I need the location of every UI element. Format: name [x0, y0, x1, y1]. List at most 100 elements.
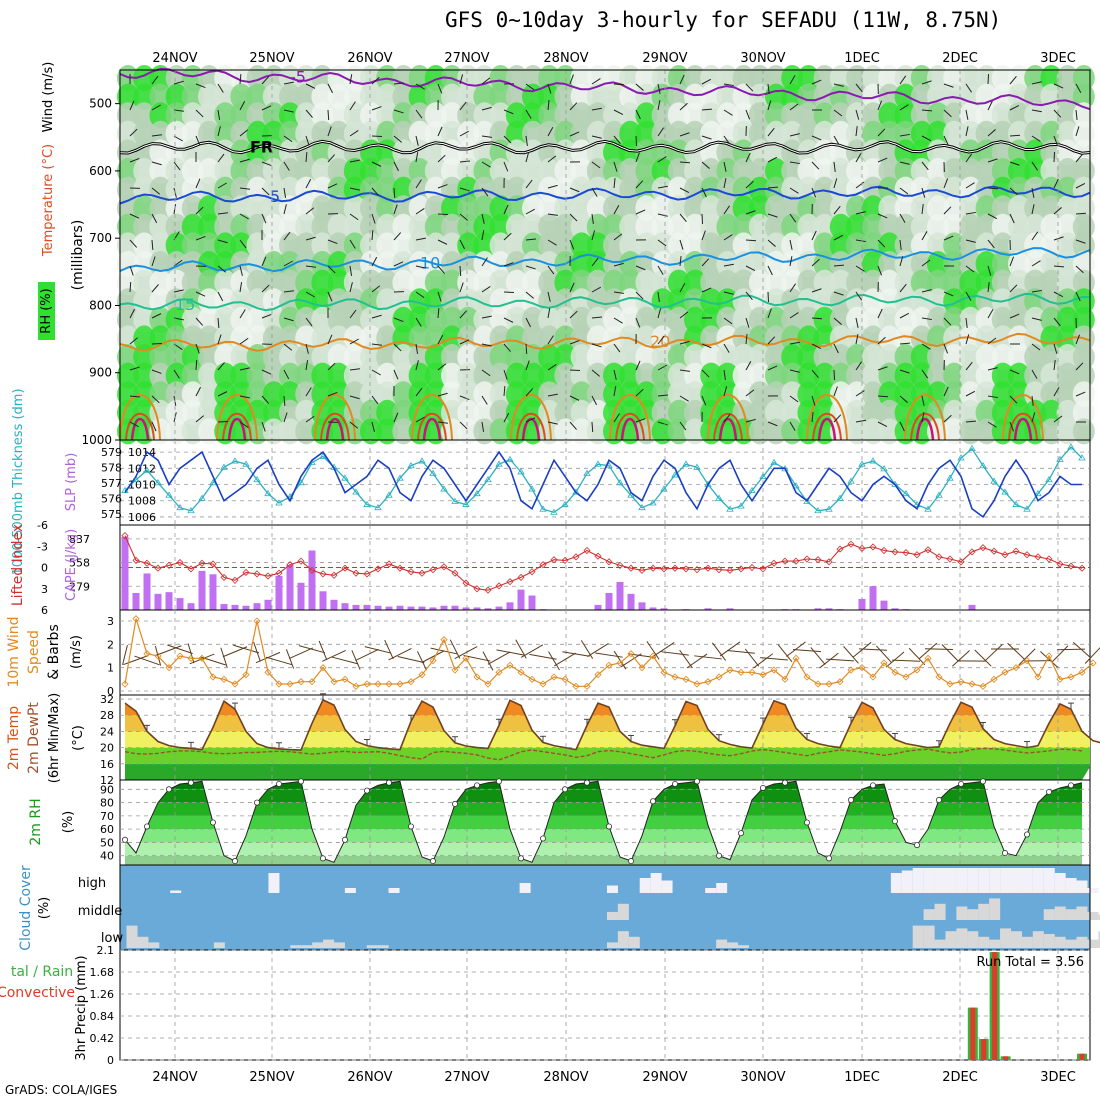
- wind-barb-10m: [859, 649, 887, 650]
- pressure-tick-label: 700: [89, 231, 112, 245]
- wind-barb: [1076, 213, 1086, 214]
- cloud-bar-high: [902, 871, 913, 894]
- wind-barb-10m: [942, 644, 958, 660]
- date-label-top: 28NOV: [543, 51, 588, 66]
- wind-barb-10m: [123, 645, 128, 665]
- thickness-tick-label: 576: [101, 492, 122, 505]
- wind-barb-10m: [431, 648, 458, 654]
- wind-speed-line: [125, 619, 1093, 687]
- cloud-bar-high: [1011, 868, 1022, 893]
- cloud-bar-middle: [1087, 912, 1098, 920]
- wind-barb: [1054, 152, 1055, 162]
- wind-barb-10m: [554, 653, 575, 666]
- slp-tick-label: 1014: [128, 446, 156, 459]
- wind-barb-10m: [332, 657, 358, 664]
- cloud-bar-high: [389, 888, 400, 893]
- cloud-bar-high: [1066, 878, 1077, 893]
- rh-point: [738, 831, 743, 836]
- rh-band: [120, 789, 1090, 802]
- cape-bar: [155, 594, 162, 610]
- rh-point: [298, 779, 303, 784]
- rh-band: [120, 780, 1090, 789]
- cloud-bar-middle: [1077, 907, 1088, 921]
- wind-barb: [526, 344, 527, 354]
- wind-axis-label: 10m Wind: [6, 616, 22, 687]
- date-label-bottom: 2DEC: [942, 1070, 978, 1085]
- cape-bar: [639, 602, 646, 610]
- cape-bar: [353, 605, 360, 610]
- rh-point: [210, 820, 215, 825]
- rh-band: [120, 816, 1090, 829]
- pressure-tick-label: 600: [89, 164, 112, 178]
- cape-bar: [342, 603, 349, 610]
- wind-barb-10m: [562, 652, 589, 656]
- rh-point: [540, 836, 545, 841]
- cloud-axis-label: (%): [37, 897, 52, 920]
- cloud-bar-middle: [956, 907, 967, 921]
- wind-barb: [460, 266, 461, 276]
- wind-barb: [680, 162, 690, 163]
- date-label-top: 3DEC: [1040, 51, 1076, 66]
- wind-barb: [614, 84, 624, 85]
- wind-barb-10m: [266, 657, 292, 664]
- cloud-bar-high: [1077, 881, 1088, 894]
- rh-band: [120, 829, 1090, 842]
- thickness-tick-label: 575: [101, 508, 122, 521]
- cloud-bar-low: [1022, 937, 1033, 948]
- cape-bar: [397, 606, 404, 610]
- isotherm-label: FR: [250, 137, 273, 156]
- date-label-bottom: 24NOV: [152, 1070, 197, 1085]
- cloud-level-label: high: [78, 876, 106, 891]
- wind-barb: [196, 360, 197, 370]
- cape-bar: [881, 601, 888, 610]
- cloud-bar-low: [323, 940, 334, 948]
- wind-barb-10m: [909, 648, 925, 665]
- wind-barb-10m: [986, 644, 1003, 660]
- wind-10m-panel: [120, 610, 1090, 695]
- cape-bar: [265, 600, 272, 610]
- wind-barb-10m: [549, 652, 560, 670]
- precip-panel: [120, 950, 1090, 1060]
- cloud-bar-low: [924, 926, 935, 948]
- cape-bar: [518, 590, 525, 610]
- rh-point: [364, 788, 369, 793]
- wind-barb: [438, 214, 448, 215]
- cloud-bar-middle: [978, 904, 989, 920]
- cloud-bar-middle: [967, 909, 978, 920]
- cloud-bar-low: [1087, 940, 1098, 948]
- wind-axis-label: & Barbs: [46, 624, 62, 680]
- precip-bar-convective: [981, 1039, 986, 1060]
- rh-point: [254, 800, 259, 805]
- rh-point: [936, 797, 941, 802]
- wind-barb-10m: [450, 640, 460, 659]
- cape-bar: [320, 591, 327, 610]
- wind-barb: [218, 421, 228, 422]
- cloud-bar-high: [956, 868, 967, 893]
- rh-point: [474, 783, 479, 788]
- cape-bar: [617, 582, 624, 610]
- cape-bar: [199, 571, 206, 610]
- date-label-top: 30NOV: [740, 51, 785, 66]
- date-label-bottom: 29NOV: [642, 1070, 687, 1085]
- temp-axis-label: 2m Temp: [6, 706, 22, 770]
- precip-tick-label: 0.42: [90, 1032, 115, 1045]
- cape-bar: [496, 607, 503, 610]
- temp-axis-label: (°C): [71, 725, 86, 751]
- cape-bar: [595, 605, 602, 610]
- wind-barb-10m: [488, 652, 510, 664]
- pressure-tick-label: 900: [89, 366, 112, 380]
- precip-tick-label: 0.84: [90, 1010, 115, 1023]
- rh-point: [386, 780, 391, 785]
- cloud-bar-low: [738, 945, 749, 948]
- cape-bar: [166, 592, 173, 610]
- wind-barb: [570, 370, 580, 371]
- cloud-bar-middle: [989, 898, 1000, 920]
- temp-tick-label: 16: [100, 758, 114, 771]
- cloud-bar-high: [662, 881, 673, 894]
- date-label-top: 2DEC: [942, 51, 978, 66]
- temp-band: [120, 748, 1090, 764]
- wind-barb-10m: [389, 648, 412, 659]
- cloud-bar-middle: [1066, 909, 1077, 920]
- slp-tick-label: 1006: [128, 511, 156, 524]
- cloud-bar-low: [913, 926, 924, 948]
